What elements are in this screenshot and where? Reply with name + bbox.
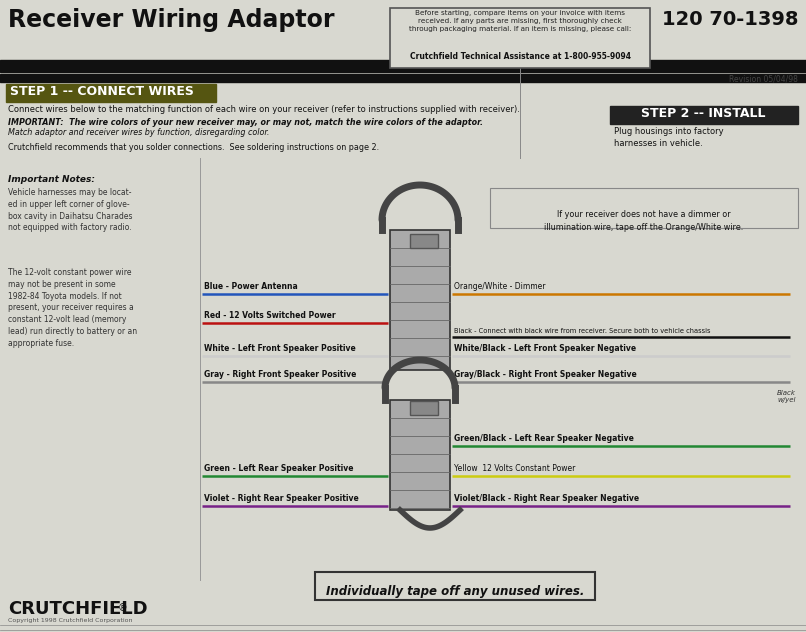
Text: White/Black - Left Front Speaker Negative: White/Black - Left Front Speaker Negativ…	[454, 344, 636, 353]
Bar	[390, 400, 450, 510]
Bar	[0, 74, 806, 82]
Text: Gray/Black - Right Front Speaker Negative: Gray/Black - Right Front Speaker Negativ…	[454, 370, 637, 379]
Text: IMPORTANT:  The wire colors of your new receiver may, or may not, match the wire: IMPORTANT: The wire colors of your new r…	[8, 118, 483, 127]
Text: Plug housings into factory
harnesses in vehicle.: Plug housings into factory harnesses in …	[614, 127, 724, 149]
Text: The 12-volt constant power wire
may not be present in some
1982-84 Toyota models: The 12-volt constant power wire may not …	[8, 268, 137, 348]
Text: Orange/White - Dimmer: Orange/White - Dimmer	[454, 282, 546, 291]
Text: STEP 1 -- CONNECT WIRES: STEP 1 -- CONNECT WIRES	[10, 85, 194, 98]
Text: Crutchfield Technical Assistance at 1-800-955-9094: Crutchfield Technical Assistance at 1-80…	[409, 52, 630, 61]
Text: ®: ®	[118, 603, 127, 613]
Text: 120 70-1398: 120 70-1398	[662, 10, 798, 29]
Bar	[390, 8, 650, 68]
Text: Match adaptor and receiver wires by function, disregarding color.: Match adaptor and receiver wires by func…	[8, 128, 269, 137]
Text: Revision 05/04/98: Revision 05/04/98	[729, 75, 798, 84]
Text: Important Notes:: Important Notes:	[8, 175, 95, 184]
Text: Receiver Wiring Adaptor: Receiver Wiring Adaptor	[8, 8, 334, 32]
Bar	[610, 106, 798, 124]
Bar	[315, 572, 595, 600]
Text: Red - 12 Volts Switched Power: Red - 12 Volts Switched Power	[204, 311, 335, 320]
Bar	[390, 230, 450, 370]
Bar	[410, 234, 438, 248]
Bar	[6, 84, 216, 102]
Text: Black
w/yel: Black w/yel	[777, 390, 796, 403]
Bar	[490, 188, 798, 228]
Bar	[0, 60, 806, 72]
Text: If your receiver does not have a dimmer or
illumination wire, tape off the Orang: If your receiver does not have a dimmer …	[544, 210, 744, 231]
Text: CRUTCHFIELD: CRUTCHFIELD	[8, 600, 147, 618]
Text: Green - Left Rear Speaker Positive: Green - Left Rear Speaker Positive	[204, 464, 354, 473]
Text: White - Left Front Speaker Positive: White - Left Front Speaker Positive	[204, 344, 355, 353]
Text: Green/Black - Left Rear Speaker Negative: Green/Black - Left Rear Speaker Negative	[454, 434, 634, 443]
Text: Blue - Power Antenna: Blue - Power Antenna	[204, 282, 297, 291]
Text: Black - Connect with black wire from receiver. Secure both to vehicle chassis: Black - Connect with black wire from rec…	[454, 328, 711, 334]
Text: Before starting, compare items on your invoice with items
received. If any parts: Before starting, compare items on your i…	[409, 10, 631, 32]
Text: Yellow  12 Volts Constant Power: Yellow 12 Volts Constant Power	[454, 464, 575, 473]
Text: Connect wires below to the matching function of each wire on your receiver (refe: Connect wires below to the matching func…	[8, 105, 520, 114]
Text: Vehicle harnesses may be locat-
ed in upper left corner of glove-
box cavity in : Vehicle harnesses may be locat- ed in up…	[8, 188, 132, 233]
Text: Violet - Right Rear Speaker Positive: Violet - Right Rear Speaker Positive	[204, 494, 359, 503]
Bar	[410, 401, 438, 415]
Text: STEP 2 -- INSTALL: STEP 2 -- INSTALL	[641, 107, 765, 120]
Text: Violet/Black - Right Rear Speaker Negative: Violet/Black - Right Rear Speaker Negati…	[454, 494, 639, 503]
Bar	[0, 0, 806, 65]
Text: Gray - Right Front Speaker Positive: Gray - Right Front Speaker Positive	[204, 370, 356, 379]
Text: Copyright 1998 Crutchfield Corporation: Copyright 1998 Crutchfield Corporation	[8, 618, 132, 623]
Text: Individually tape off any unused wires.: Individually tape off any unused wires.	[326, 585, 584, 598]
Text: Crutchfield recommends that you solder connections.  See soldering instructions : Crutchfield recommends that you solder c…	[8, 143, 379, 152]
